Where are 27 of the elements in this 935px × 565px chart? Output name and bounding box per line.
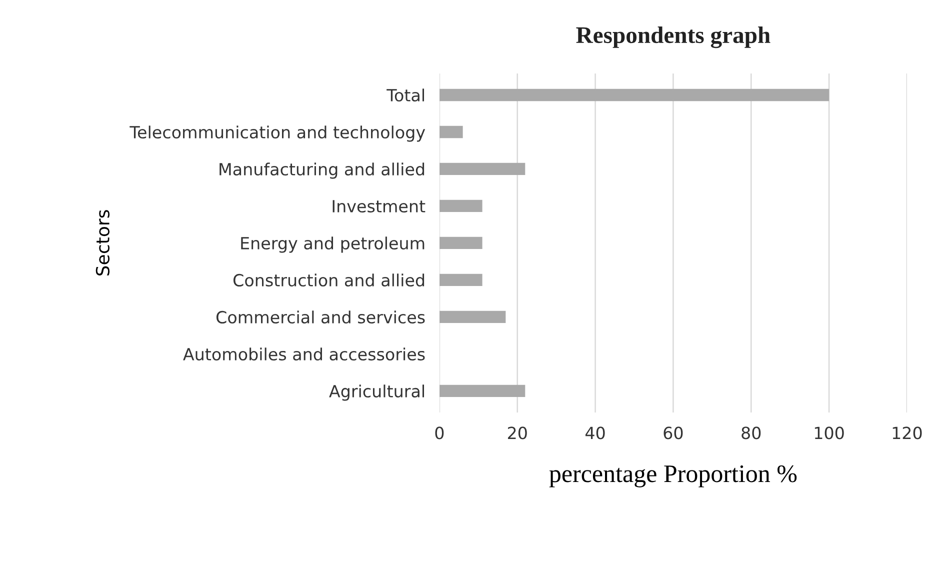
x-tick-label: 40 <box>585 426 605 440</box>
y-tick-label: Automobiles and accessories <box>183 348 425 361</box>
bar <box>439 384 526 398</box>
x-tick-label: 80 <box>742 426 761 440</box>
y-tick-label: Energy and petroleum <box>241 236 424 253</box>
bar <box>439 126 463 138</box>
bar <box>439 162 526 176</box>
y-tick-label: Total <box>386 88 424 102</box>
bar <box>439 274 482 286</box>
x-tick-label: 0 <box>435 426 444 440</box>
x-tick-label: 60 <box>664 426 683 440</box>
y-tick-label: Telecommunication and technology <box>130 126 426 142</box>
chart-title: Respondents graph <box>576 26 770 48</box>
bar <box>439 200 482 212</box>
y-axis-title: Sectors <box>96 210 110 276</box>
y-tick-label: Manufacturing and allied <box>220 162 424 179</box>
bar <box>439 236 482 250</box>
y-tick-label: Construction and allied <box>233 274 424 287</box>
bar <box>439 310 506 324</box>
y-tick-label: Investment <box>332 200 426 213</box>
y-tick-label: Commercial and services <box>216 310 425 324</box>
y-tick-label: Agricultural <box>329 384 424 401</box>
x-tick-label: 20 <box>508 426 527 440</box>
x-tick-label: 120 <box>892 426 922 440</box>
x-axis-title: percentage Proportion % <box>549 465 797 488</box>
x-tick-label: 100 <box>814 426 844 440</box>
bar <box>439 88 830 102</box>
